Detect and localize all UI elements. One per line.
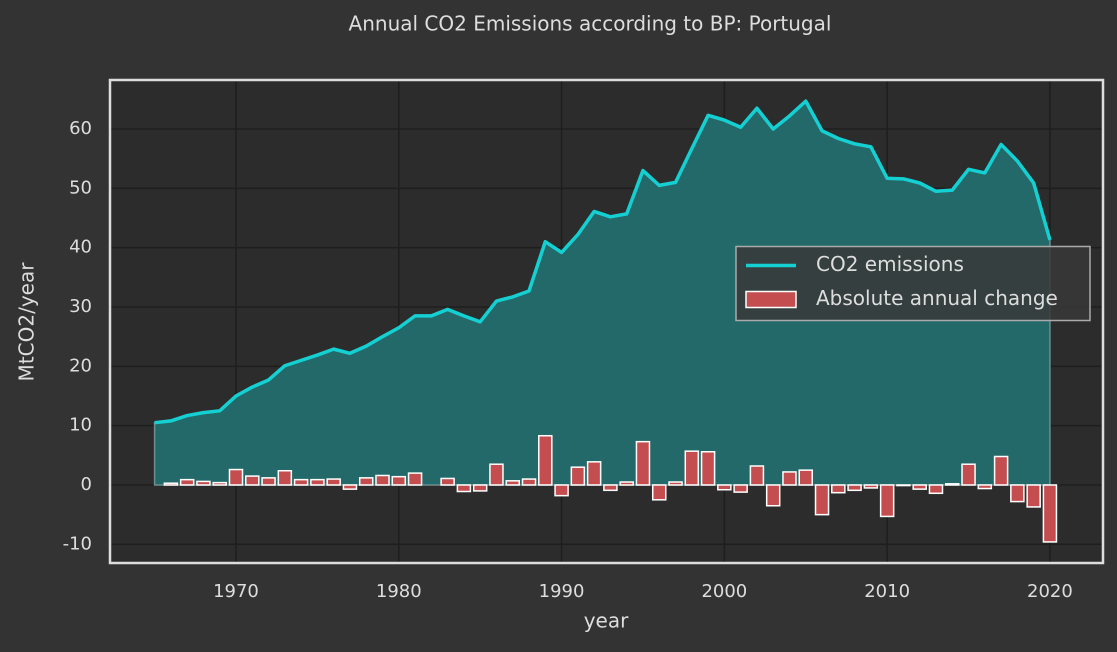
- plot-frame: [108, 78, 1105, 565]
- bar: [961, 463, 976, 486]
- bar: [505, 480, 520, 486]
- bar: [570, 466, 586, 486]
- bar: [749, 465, 765, 486]
- bar: [212, 481, 227, 486]
- bar: [179, 478, 195, 486]
- bar: [375, 474, 390, 486]
- bar: [538, 434, 553, 486]
- bar: [1042, 484, 1058, 543]
- chart-title: Annual CO2 Emissions according to BP: Po…: [349, 12, 832, 36]
- bar: [635, 440, 651, 486]
- bar: [847, 484, 862, 492]
- x-tick-label: 2010: [864, 581, 910, 602]
- legend: CO2 emissions Absolute annual change: [735, 245, 1091, 322]
- bar: [1010, 484, 1025, 503]
- y-tick-label: 60: [69, 118, 92, 139]
- bar: [651, 484, 667, 501]
- y-tick-label: 10: [69, 415, 92, 436]
- bar: [912, 484, 927, 490]
- bar: [896, 484, 911, 487]
- bar: [163, 482, 179, 486]
- bar: [456, 484, 472, 493]
- y-axis-label: MtCO2/year: [15, 262, 39, 382]
- bar: [440, 477, 455, 486]
- bar: [879, 484, 895, 518]
- bar: [814, 484, 830, 516]
- bar: [326, 478, 341, 486]
- bar: [391, 475, 407, 486]
- bar: [293, 478, 309, 486]
- bar: [798, 469, 814, 486]
- bar: [944, 483, 960, 486]
- y-tick-label: 20: [69, 355, 92, 376]
- bar: [993, 455, 1009, 486]
- bar: [1026, 484, 1041, 508]
- line: [154, 99, 1052, 425]
- bar: [245, 475, 260, 486]
- x-tick-label: 2020: [1027, 581, 1073, 602]
- x-tick-label: 1980: [376, 581, 422, 602]
- x-axis-label: year: [584, 609, 629, 633]
- bar: [765, 484, 781, 507]
- bar: [472, 484, 488, 492]
- bar: [619, 481, 634, 486]
- bar: [554, 484, 569, 497]
- bar: [358, 477, 374, 486]
- bar: [586, 461, 602, 486]
- x-tick-label: 1990: [539, 581, 585, 602]
- bar: [407, 472, 423, 486]
- bar: [228, 468, 244, 486]
- x-tick-label: 1970: [213, 581, 259, 602]
- bar: [277, 469, 293, 486]
- y-tick-label: -10: [63, 533, 92, 554]
- bar: [782, 471, 797, 486]
- bar: [668, 481, 683, 486]
- bar: [733, 484, 748, 493]
- bar: [603, 484, 618, 492]
- bar: [196, 480, 211, 486]
- bar: [977, 484, 993, 490]
- bar: [261, 477, 276, 486]
- bar: [310, 478, 325, 486]
- bar: [863, 484, 879, 489]
- legend-label: CO2 emissions: [816, 252, 964, 276]
- y-tick-label: 0: [81, 474, 92, 495]
- bar: [489, 463, 504, 486]
- legend-swatch: [745, 290, 797, 309]
- y-tick-label: 50: [69, 177, 92, 198]
- bar: [928, 484, 944, 495]
- bar: [521, 478, 537, 486]
- bar: [684, 450, 700, 486]
- x-tick-label: 2000: [701, 581, 747, 602]
- bar: [717, 484, 732, 491]
- bar: [342, 484, 358, 490]
- bar: [831, 484, 846, 494]
- bar: [700, 451, 716, 486]
- y-tick-label: 30: [69, 296, 92, 317]
- y-tick-label: 40: [69, 237, 92, 258]
- legend-label: Absolute annual change: [816, 286, 1058, 310]
